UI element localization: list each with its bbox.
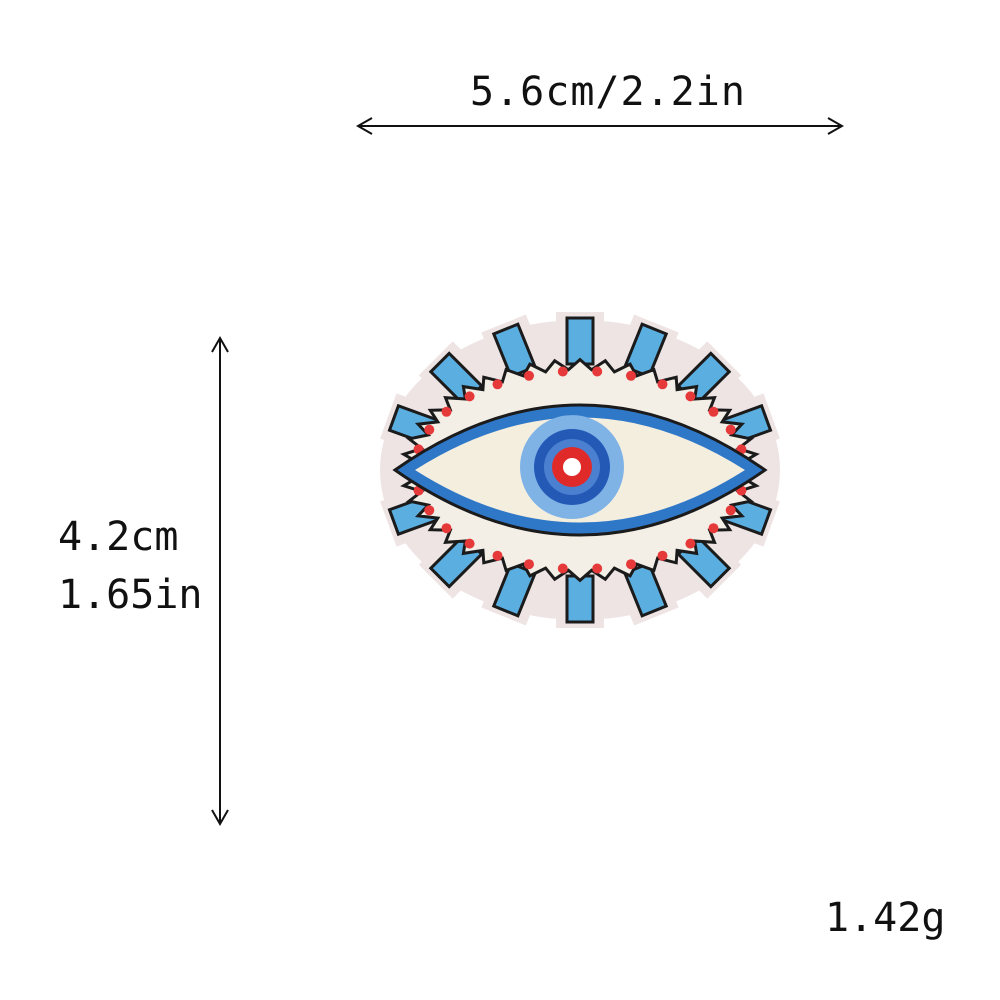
red-dot [725,505,736,516]
red-dot [592,366,603,377]
red-dot [626,559,636,570]
weight-label: 1.42g [825,895,946,941]
eye-pupil-center [563,458,581,476]
red-dot [464,391,475,402]
lash-bar [565,574,595,624]
red-dot [592,563,603,574]
red-dot [685,391,696,402]
red-dot [524,370,534,381]
lash-bar [565,316,595,366]
red-dot [424,424,435,435]
lash-bar [491,561,538,618]
lash-bar [622,322,669,379]
red-dot [424,505,435,516]
red-dot [441,406,452,417]
red-dot [557,563,568,574]
height-arrow [211,335,229,827]
lash-bar [491,322,538,379]
red-dot [441,523,452,534]
red-dot [657,550,668,561]
red-dot [492,550,503,561]
red-dot [524,559,534,570]
patch-red-dots [410,366,750,574]
width-arrow [355,117,845,135]
red-dot [557,366,568,377]
height-cm-label: 4.2cm [58,514,179,560]
red-dot [626,370,636,381]
red-dot [464,538,475,549]
red-dot [708,523,719,534]
red-dot [492,379,503,390]
width-dimension-label: 5.6cm/2.2in [470,69,746,115]
red-dot [685,538,696,549]
red-dot [657,379,668,390]
red-dot [708,406,719,417]
height-in-label: 1.65in [58,572,203,618]
lash-bar [622,561,669,618]
red-dot [725,424,736,435]
